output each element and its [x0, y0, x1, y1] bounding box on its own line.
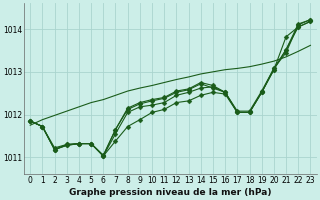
X-axis label: Graphe pression niveau de la mer (hPa): Graphe pression niveau de la mer (hPa): [69, 188, 272, 197]
